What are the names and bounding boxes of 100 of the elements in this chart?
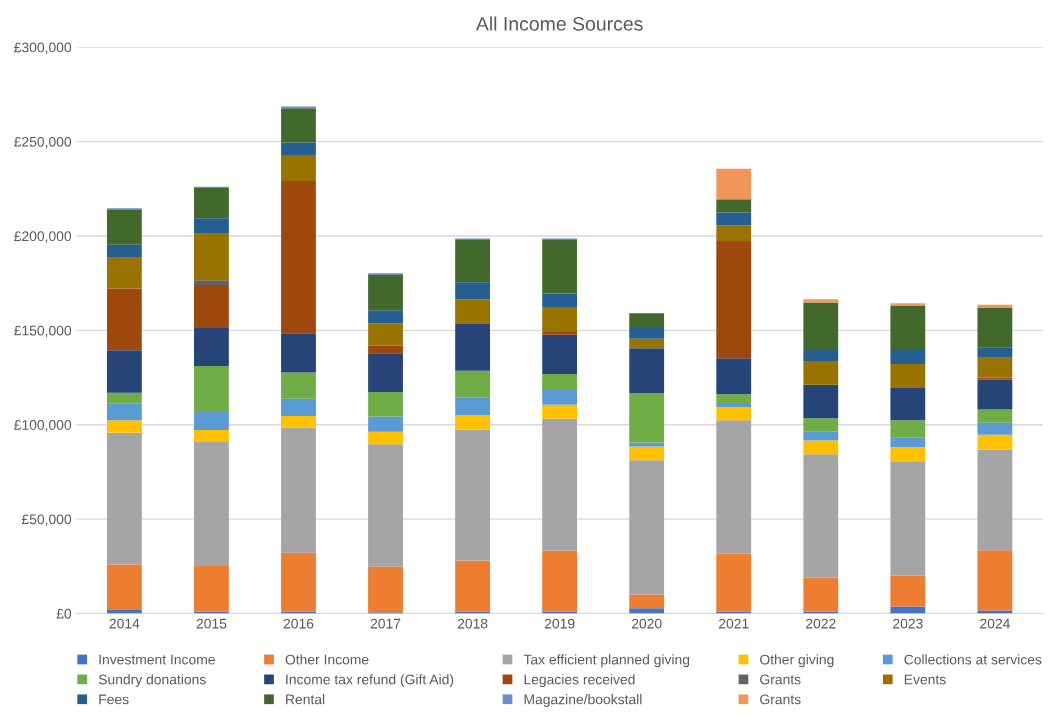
bar [977, 379, 1013, 410]
bar [716, 394, 752, 403]
bar [629, 442, 665, 447]
bar [977, 308, 1013, 348]
bar [890, 303, 926, 306]
bar [281, 372, 316, 399]
bar [455, 239, 490, 283]
bar [106, 403, 142, 421]
bar [281, 398, 316, 417]
bar [542, 293, 578, 308]
bar [106, 350, 142, 393]
y-tick-label: £50,000 [21, 514, 72, 526]
bar [890, 420, 926, 438]
bar [803, 431, 839, 441]
bar [106, 432, 142, 565]
bar [281, 427, 316, 553]
x-tick-label: 2021 [718, 618, 749, 629]
bar [716, 403, 752, 408]
bar [281, 154, 316, 182]
legend-label: Other giving [760, 654, 834, 668]
bar [194, 218, 229, 234]
y-tick-label: £300,000 [14, 42, 72, 54]
bar [281, 181, 316, 334]
bar [542, 404, 578, 419]
bar [455, 370, 490, 398]
bar [977, 409, 1013, 423]
bar [455, 560, 490, 612]
legend-label: Legacies received [524, 674, 635, 688]
bar [629, 460, 665, 595]
y-tick-label: £150,000 [14, 325, 72, 338]
bar [716, 241, 752, 359]
bar [716, 358, 752, 395]
bar [106, 288, 142, 351]
bar [194, 430, 229, 442]
legend-label: Other Income [285, 654, 369, 665]
bar [890, 437, 926, 448]
bar [977, 449, 1013, 551]
y-tick-label: £200,000 [14, 231, 72, 243]
bar [194, 611, 229, 614]
bar [542, 374, 578, 390]
bar [194, 328, 229, 367]
bar [106, 392, 142, 404]
bar [890, 447, 926, 462]
bar [803, 299, 839, 303]
legend-label: Investment Income [99, 654, 215, 665]
bar [542, 389, 578, 405]
x-tick-label: 2018 [457, 618, 488, 629]
bar [455, 324, 490, 371]
legend-label: Sundry donations [98, 674, 206, 688]
legend-label: Events [904, 674, 946, 685]
bar [194, 188, 229, 219]
bar [803, 384, 839, 419]
legend-label: Tax efficient planned giving [523, 654, 690, 668]
bar [716, 225, 752, 242]
bar [542, 550, 578, 612]
bar [803, 349, 839, 362]
bar [368, 323, 403, 346]
bar [106, 244, 142, 258]
bar [542, 239, 578, 294]
bar [716, 420, 752, 554]
bar [890, 575, 926, 607]
legend-label: Magazine/bookstall [524, 694, 642, 708]
bar [716, 199, 752, 213]
x-tick-label: 2024 [980, 618, 1010, 629]
bar [194, 441, 229, 567]
bar [629, 338, 665, 349]
bar [281, 552, 316, 612]
bar [977, 347, 1013, 358]
bar [368, 275, 403, 311]
x-tick-label: 2023 [893, 618, 923, 629]
bar [368, 392, 403, 417]
bar [542, 418, 578, 551]
bar [803, 302, 839, 350]
bar [194, 366, 229, 413]
x-tick-label: 2022 [806, 618, 836, 629]
bar [716, 407, 752, 421]
legend-label: Income tax refund (Gift Aid) [286, 674, 454, 688]
bar [368, 444, 403, 567]
bar [629, 313, 665, 328]
bar [106, 257, 142, 289]
bar [455, 415, 490, 430]
bar [977, 610, 1013, 614]
y-tick-label: £0 [56, 608, 72, 619]
bar [455, 282, 490, 300]
bar [455, 397, 490, 416]
bar [977, 357, 1013, 378]
bar [455, 429, 490, 561]
bar [194, 280, 229, 286]
bar [890, 606, 926, 614]
bar [106, 209, 142, 245]
bar [368, 310, 403, 324]
bar [542, 334, 578, 375]
bar [106, 420, 142, 433]
bar [194, 233, 229, 281]
bar [977, 550, 1013, 611]
bar [368, 345, 403, 354]
legend-label: Rental [286, 694, 325, 705]
bar [368, 431, 403, 445]
bar [716, 553, 752, 612]
y-tick-label: £250,000 [14, 136, 72, 149]
